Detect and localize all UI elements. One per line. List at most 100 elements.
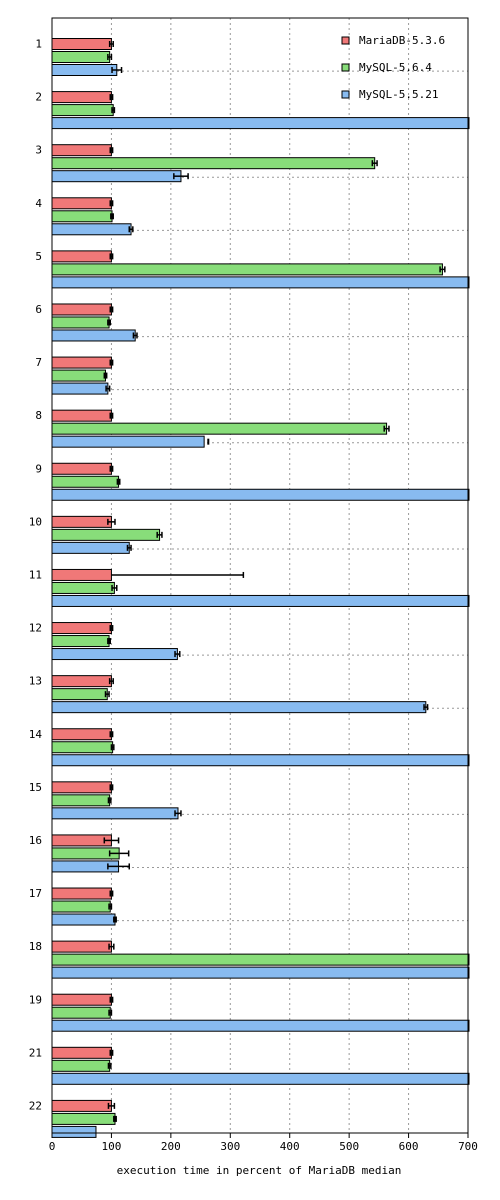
bar: [51, 117, 470, 130]
bar: [51, 728, 112, 741]
legend-swatch: [341, 36, 350, 45]
bar: [51, 210, 113, 223]
bar: [51, 51, 111, 63]
y-tick-label: 2: [35, 91, 42, 104]
bar: [51, 409, 112, 422]
bar: [51, 741, 114, 754]
y-tick-label: 8: [35, 409, 42, 422]
bar: [51, 568, 112, 581]
bar: [51, 528, 161, 541]
bar: [51, 635, 110, 648]
bar: [51, 462, 112, 475]
bar: [51, 329, 136, 342]
bar: [51, 1059, 111, 1072]
y-tick-label: 16: [29, 834, 42, 847]
x-tick-label: 0: [49, 1140, 56, 1153]
bar: [51, 622, 112, 635]
y-tick-label: 19: [29, 993, 42, 1006]
y-tick-label: 21: [29, 1046, 42, 1059]
bar: [51, 794, 111, 807]
bar: [51, 993, 112, 1006]
bar: [51, 303, 112, 316]
bar: [51, 104, 114, 117]
y-tick-label: 22: [29, 1099, 42, 1112]
bar: [51, 276, 470, 289]
bar: [51, 594, 470, 607]
bar: [51, 1112, 116, 1125]
bar: [51, 701, 427, 714]
bar: [51, 781, 112, 794]
bar: [51, 157, 376, 170]
bar: [51, 382, 109, 395]
bar: [51, 356, 112, 369]
y-tick-label: 10: [29, 515, 42, 528]
bar: [51, 1072, 470, 1085]
bar: [51, 223, 132, 236]
bar: [51, 541, 130, 554]
x-tick-label: 400: [280, 1140, 300, 1153]
bar: [51, 422, 388, 435]
legend-label: MySQL-5.5.21: [359, 88, 438, 101]
bar: [51, 1046, 112, 1059]
bar: [51, 38, 112, 50]
bar: [51, 369, 106, 382]
y-tick-label: 18: [29, 940, 42, 953]
bar: [51, 1006, 111, 1019]
x-tick-label: 200: [161, 1140, 181, 1153]
y-tick-label: 1: [35, 38, 42, 51]
bar: [51, 144, 112, 157]
legend: MariaDB-5.3.6 MySQL-5.6.4 MySQL-5.5.21: [341, 34, 445, 101]
x-axis-title: execution time in percent of MariaDB med…: [117, 1164, 402, 1177]
legend-swatch: [341, 90, 350, 99]
plot-frame: [51, 17, 469, 1134]
x-tick-label: 100: [101, 1140, 121, 1153]
bar: [51, 515, 112, 528]
legend-swatch: [341, 63, 350, 72]
bar: [51, 435, 205, 448]
bar: [51, 953, 470, 966]
bar: [51, 913, 116, 926]
x-tick-label: 300: [220, 1140, 240, 1153]
x-tick-label: 700: [458, 1140, 478, 1153]
bar: [51, 250, 112, 263]
y-tick-label: 14: [29, 728, 43, 741]
bar: [51, 887, 112, 900]
bar: [51, 581, 115, 594]
y-tick-label: 15: [29, 781, 42, 794]
bar: [51, 475, 120, 488]
bar: [51, 1019, 470, 1032]
bars-layer: [51, 38, 470, 1138]
bar: [51, 1125, 97, 1138]
y-tick-label: 11: [29, 569, 42, 582]
x-tick-label: 600: [399, 1140, 419, 1153]
bar: [51, 940, 112, 953]
bar: [51, 170, 182, 183]
y-tick-label: 5: [35, 250, 42, 263]
legend-label: MariaDB-5.3.6: [359, 34, 445, 47]
axes-layer: 0 100 200 300 400 500 600 700123456789101112131…: [29, 17, 478, 1153]
y-tick-label: 6: [35, 303, 42, 316]
legend-label: MySQL-5.6.4: [359, 61, 432, 74]
y-tick-label: 4: [35, 197, 42, 210]
bar: [51, 91, 112, 104]
bar: [51, 64, 118, 76]
y-tick-label: 13: [29, 675, 42, 688]
x-tick-label: 500: [339, 1140, 359, 1153]
y-tick-label: 17: [29, 887, 42, 900]
y-tick-label: 3: [35, 144, 42, 157]
bar: [51, 263, 443, 276]
bar: [51, 675, 112, 688]
bar: [51, 316, 110, 329]
bar: [51, 807, 179, 820]
bar: [51, 900, 111, 913]
bar: [51, 754, 470, 767]
bar: [51, 197, 112, 210]
bar: [51, 648, 178, 661]
y-tick-label: 12: [29, 622, 42, 635]
bar: [51, 966, 470, 979]
bar: [51, 834, 112, 847]
y-tick-label: 9: [35, 462, 42, 475]
bar: [51, 1099, 112, 1112]
